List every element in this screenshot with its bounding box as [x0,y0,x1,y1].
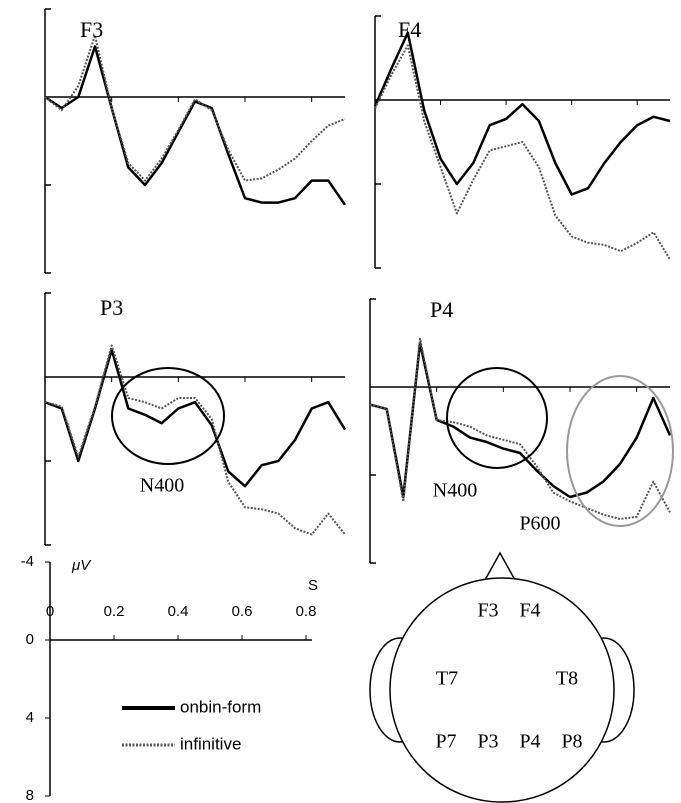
waveform-line [44,45,347,206]
electrode-label: T8 [556,668,578,690]
electrode-label: P3 [477,731,498,753]
legend-label: infinitive [180,734,241,753]
y-tick-label: -4 [21,553,34,570]
panel-title: P4 [430,297,453,322]
scale-axes: -4 0 4 8 0 0.2 0.4 0.6 0.8 μV S [21,553,318,803]
x-tick-label: 0.6 [232,603,253,620]
waveform-line [44,34,346,182]
electrode-label: P7 [435,731,456,753]
x-tick-label: 0 [46,603,54,620]
annotation: P600 [519,513,560,535]
waveform-line [369,337,671,520]
waveform-line [44,348,347,488]
head-diagram [369,551,635,803]
legend-label: onbin-form [180,697,261,716]
annotation: N400 [140,475,184,497]
legend: onbin-form infinitive [122,697,261,753]
x-tick-label: 0.4 [168,603,189,620]
electrode-label: F4 [519,600,540,622]
waveform-line [369,341,672,499]
panel-title: F4 [398,17,421,42]
annotation-circle [566,375,674,527]
panel: F4 [373,15,671,269]
x-tick-label: 0.2 [104,603,125,620]
panel: P3 N400 [44,292,347,546]
electrode-label: F3 [477,600,498,622]
panel-title: F3 [80,17,103,42]
y-tick-label: 4 [26,709,34,726]
nose [483,551,517,581]
panel: F3 [44,8,347,274]
panel: P4 N400 P600 [369,297,674,564]
y-tick-label: 0 [26,631,34,648]
y-tick-label: 8 [26,787,34,803]
electrode-labels: F3 F4 T7 T8 P7 P3 P4 P8 [435,600,582,753]
annotation: N400 [433,480,477,502]
electrode-label: T7 [436,668,458,690]
head [389,577,615,803]
y-axis-label: μV [71,557,92,574]
waveform-line [374,44,671,261]
x-axis-label: S [308,577,318,594]
electrode-label: P4 [519,731,540,753]
panel-title: P3 [100,295,123,320]
waveform-line [44,344,346,536]
electrode-label: P8 [561,731,582,753]
annotation-circle [446,367,548,469]
annotation-circle [111,367,225,465]
waveform-line [373,31,671,196]
x-tick-label: 0.8 [296,603,317,620]
